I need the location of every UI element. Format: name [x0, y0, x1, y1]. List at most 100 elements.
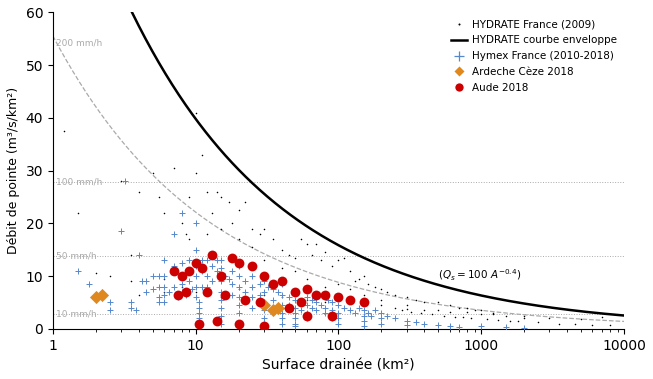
Point	[197, 265, 207, 271]
Point	[233, 263, 244, 269]
Point	[233, 273, 244, 279]
Point	[184, 278, 195, 284]
Point	[193, 310, 204, 316]
X-axis label: Surface drainée (km²): Surface drainée (km²)	[262, 358, 415, 372]
HYDRATE courbe enveloppe	[479, 294, 487, 298]
Point	[411, 319, 421, 326]
Point	[370, 283, 380, 290]
Point	[326, 263, 337, 269]
Point	[291, 323, 301, 329]
Point	[247, 294, 258, 300]
Point	[207, 278, 217, 284]
Point	[215, 321, 226, 327]
Point	[212, 268, 222, 274]
Point	[605, 322, 616, 328]
Point	[180, 289, 191, 295]
Point	[259, 299, 269, 305]
Point	[191, 260, 201, 266]
Point	[141, 289, 151, 295]
Point	[259, 257, 269, 263]
Point	[233, 260, 244, 266]
HYDRATE courbe enveloppe	[430, 282, 438, 286]
Point	[168, 263, 179, 269]
Point	[104, 299, 115, 305]
Point	[513, 318, 523, 324]
Point	[319, 249, 330, 255]
Point	[311, 291, 321, 298]
Point	[219, 273, 230, 279]
Point	[227, 268, 237, 274]
Point	[233, 302, 244, 308]
Point	[91, 270, 101, 276]
Point	[197, 283, 207, 290]
Point	[319, 305, 330, 311]
Point	[302, 315, 312, 321]
Point	[302, 297, 312, 303]
Point	[454, 305, 464, 311]
Point	[215, 294, 226, 300]
Point	[306, 252, 317, 258]
Point	[390, 315, 400, 321]
Point	[587, 321, 597, 327]
Point	[159, 273, 169, 279]
Point	[212, 257, 222, 263]
Point	[233, 286, 244, 292]
Point	[358, 273, 369, 279]
Point	[259, 273, 269, 279]
Point	[159, 276, 169, 282]
Point	[227, 220, 237, 226]
Point	[276, 310, 287, 316]
Point	[247, 263, 258, 269]
Point	[276, 281, 287, 287]
Point	[276, 291, 287, 298]
Point	[376, 321, 387, 327]
Point	[215, 289, 226, 295]
Point	[291, 289, 301, 295]
Point	[227, 255, 237, 261]
Point	[240, 289, 250, 295]
Point	[302, 310, 312, 316]
Point	[284, 252, 295, 258]
Point	[454, 324, 464, 330]
Point	[215, 278, 226, 284]
HYDRATE courbe enveloppe	[620, 313, 628, 318]
Point	[358, 313, 369, 319]
Point	[184, 194, 195, 200]
Point	[212, 318, 222, 324]
Point	[426, 311, 437, 317]
Point	[505, 318, 516, 324]
Point	[302, 286, 312, 292]
Point	[172, 291, 183, 298]
Point	[315, 302, 326, 308]
Point	[358, 299, 369, 305]
Point	[207, 263, 217, 269]
Point	[276, 302, 287, 308]
Point	[333, 257, 343, 263]
Text: 10 mm/h: 10 mm/h	[56, 310, 97, 319]
Point	[306, 297, 317, 303]
Point	[276, 315, 287, 321]
Point	[358, 307, 369, 313]
Point	[390, 291, 400, 298]
Point	[191, 273, 201, 279]
Point	[202, 189, 212, 195]
Point	[326, 299, 337, 305]
Point	[349, 278, 360, 284]
Point	[358, 318, 369, 324]
Point	[215, 265, 226, 271]
Text: 200 mm/h: 200 mm/h	[56, 39, 102, 48]
Point	[402, 306, 412, 312]
Point	[519, 325, 530, 331]
Point	[319, 299, 330, 305]
Point	[191, 110, 201, 116]
Point	[402, 318, 412, 324]
Point	[433, 321, 443, 327]
Point	[273, 289, 283, 295]
Point	[219, 291, 230, 298]
Point	[233, 283, 244, 290]
Point	[476, 323, 486, 329]
Point	[476, 307, 486, 313]
Point	[134, 252, 144, 258]
Point	[544, 315, 554, 321]
Point	[362, 310, 373, 316]
